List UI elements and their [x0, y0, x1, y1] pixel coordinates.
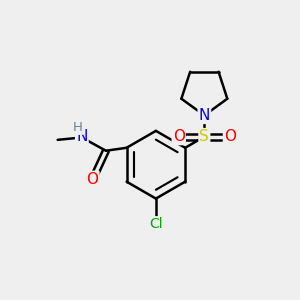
- Text: Cl: Cl: [149, 217, 163, 231]
- Text: S: S: [200, 129, 209, 144]
- Text: H: H: [73, 121, 82, 134]
- Text: N: N: [199, 108, 210, 123]
- Text: N: N: [76, 128, 88, 143]
- Text: O: O: [224, 129, 236, 144]
- Text: O: O: [173, 129, 185, 144]
- Text: O: O: [86, 172, 98, 187]
